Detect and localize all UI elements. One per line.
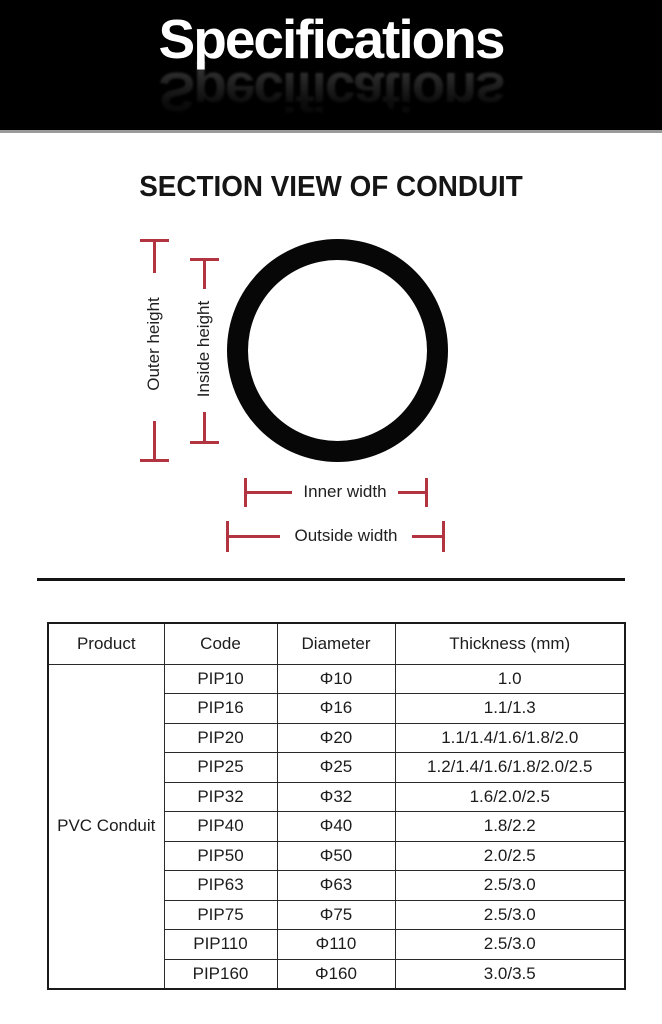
banner-reflection-fade — [0, 64, 662, 130]
header-product: Product — [47, 622, 165, 665]
cell-code: PIP25 — [163, 752, 278, 783]
spec-table-body: PVC Conduit PIP10 Φ10 1.0 PIP16 Φ16 1.1/… — [47, 663, 626, 989]
dimension-cap — [226, 521, 229, 552]
table-row: PIP20 Φ20 1.1/1.4/1.6/1.8/2.0 — [48, 722, 626, 753]
table-row: PIP160 Φ160 3.0/3.5 — [48, 958, 626, 989]
cell-thickness: 1.1/1.4/1.6/1.8/2.0 — [394, 722, 626, 753]
cell-thickness: 3.0/3.5 — [394, 958, 626, 989]
cell-thickness: 1.6/2.0/2.5 — [394, 781, 626, 812]
cell-code: PIP32 — [163, 781, 278, 812]
dimension-cap — [190, 258, 219, 261]
outside-width-label: Outside width — [294, 526, 398, 545]
dimension-cap — [140, 459, 169, 462]
inside-height-label: Inside height — [194, 300, 213, 398]
header-code: Code — [163, 622, 278, 665]
cell-thickness: 1.8/2.2 — [394, 811, 626, 842]
cell-diameter: Φ75 — [276, 899, 396, 930]
header-thickness: Thickness (mm) — [394, 622, 626, 665]
cell-thickness: 2.5/3.0 — [394, 929, 626, 960]
cell-diameter: Φ16 — [276, 693, 396, 724]
cell-diameter: Φ50 — [276, 840, 396, 871]
dimension-line — [412, 535, 443, 538]
cell-code: PIP75 — [163, 899, 278, 930]
cell-diameter: Φ63 — [276, 870, 396, 901]
page-title: Specifications — [158, 8, 506, 70]
table-row: PVC Conduit PIP10 Φ10 1.0 — [47, 663, 626, 989]
cell-thickness: 2.5/3.0 — [394, 899, 626, 930]
spec-table: Product Code Diameter Thickness (mm) PVC… — [47, 622, 626, 990]
cell-diameter: Φ32 — [276, 781, 396, 812]
cell-thickness: 1.2/1.4/1.6/1.8/2.0/2.5 — [394, 752, 626, 783]
banner: Specifications Specifications — [0, 0, 662, 133]
cell-code: PIP40 — [163, 811, 278, 842]
cell-code: PIP20 — [163, 722, 278, 753]
dimension-cap — [244, 478, 247, 507]
dimension-cap — [425, 478, 428, 507]
cell-thickness: 1.0 — [394, 663, 626, 694]
section-heading: SECTION VIEW OF CONDUIT — [139, 171, 523, 203]
table-row: PIP16 Φ16 1.1/1.3 — [48, 693, 626, 724]
cell-diameter: Φ25 — [276, 752, 396, 783]
cell-code: PIP16 — [163, 693, 278, 724]
table-row: PIP25 Φ25 1.2/1.4/1.6/1.8/2.0/2.5 — [48, 752, 626, 783]
inner-width-label: Inner width — [303, 482, 387, 501]
cell-code: PIP110 — [163, 929, 278, 960]
cell-product: PVC Conduit — [47, 663, 165, 989]
dimension-line — [153, 421, 156, 460]
dimension-cap — [190, 441, 219, 444]
spec-table-header: Product Code Diameter Thickness (mm) — [47, 622, 626, 665]
conduit-ring-icon — [227, 239, 448, 462]
outer-height-label: Outer height — [144, 297, 163, 391]
dimension-line — [203, 412, 206, 443]
cell-diameter: Φ20 — [276, 722, 396, 753]
cell-code: PIP160 — [163, 958, 278, 989]
dimension-line — [229, 535, 280, 538]
dimension-line — [247, 491, 292, 494]
table-row: PIP63 Φ63 2.5/3.0 — [48, 870, 626, 901]
section-divider — [37, 578, 625, 581]
cell-thickness: 1.1/1.3 — [394, 693, 626, 724]
cell-diameter: Φ110 — [276, 929, 396, 960]
cell-code: PIP50 — [163, 840, 278, 871]
cell-diameter: Φ10 — [276, 663, 396, 694]
cell-thickness: 2.5/3.0 — [394, 870, 626, 901]
dimension-cap — [140, 239, 169, 242]
dimension-cap — [442, 521, 445, 552]
dimension-line — [153, 241, 156, 273]
dimension-line — [203, 260, 206, 289]
dimension-line — [398, 491, 426, 494]
table-row: PIP50 Φ50 2.0/2.5 — [48, 840, 626, 871]
cell-thickness: 2.0/2.5 — [394, 840, 626, 871]
table-row: PIP75 Φ75 2.5/3.0 — [48, 899, 626, 930]
cell-code: PIP63 — [163, 870, 278, 901]
cell-code: PIP10 — [163, 663, 278, 694]
cell-diameter: Φ40 — [276, 811, 396, 842]
table-row: PIP32 Φ32 1.6/2.0/2.5 — [48, 781, 626, 812]
cell-diameter: Φ160 — [276, 958, 396, 989]
table-header-row: Product Code Diameter Thickness (mm) — [47, 622, 626, 665]
header-diameter: Diameter — [276, 622, 396, 665]
